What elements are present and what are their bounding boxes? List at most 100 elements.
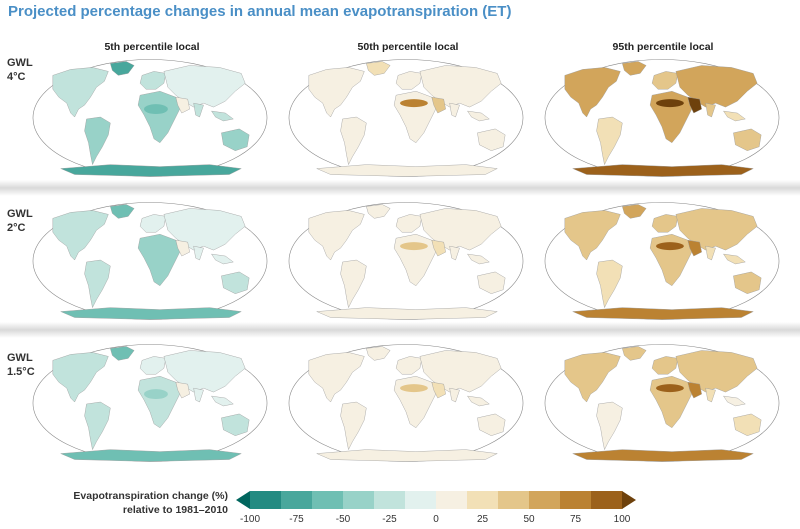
landmass-seasia: [467, 395, 490, 407]
landmass-asia: [419, 208, 502, 251]
landmass-seasia: [211, 253, 234, 265]
row-label-line2: 1.5°C: [7, 366, 35, 378]
sahel-hotspot: [400, 384, 428, 393]
landmass-arabia: [687, 381, 702, 399]
landmass-seasia: [723, 110, 746, 122]
legend-title: Evapotranspiration change (%) relative t…: [70, 489, 228, 517]
landmass-arabia: [431, 239, 446, 257]
landmass-australia: [221, 128, 250, 151]
landmass-samerica: [84, 401, 111, 451]
sahel-hotspot: [656, 242, 684, 251]
row-label-line2: 2°C: [7, 222, 26, 234]
colorbar-tick-label: 100: [613, 514, 631, 525]
landmass-india: [705, 102, 716, 118]
landmass-europe: [395, 71, 423, 90]
landmass-australia: [477, 271, 506, 294]
landmass-india: [449, 387, 460, 403]
landmass-greenland: [622, 61, 647, 76]
row-label-line1: GWL: [7, 352, 33, 364]
colorbar-swatch: [529, 491, 561, 509]
landmass-samerica: [596, 259, 623, 309]
map-p50-gwl2: [287, 200, 525, 322]
colorbar-swatch: [281, 491, 313, 509]
sahel-wet-spot: [144, 247, 168, 258]
colorbar-tick-label: 25: [476, 514, 489, 525]
sahel-wet-spot: [144, 389, 168, 400]
landmass-india: [449, 102, 460, 118]
landmass-europe: [651, 356, 679, 375]
colorbar-max-arrow: [622, 491, 636, 509]
landmass-asia: [163, 208, 246, 251]
row-separator: [0, 322, 800, 338]
landmass-seasia: [723, 395, 746, 407]
landmass-europe: [395, 214, 423, 233]
column-header-p50: 50th percentile local: [357, 41, 459, 53]
colorbar-tick-label: 75: [569, 514, 582, 525]
landmass-namerica: [564, 67, 621, 118]
landmass-australia: [733, 413, 762, 436]
landmass-seasia: [723, 253, 746, 265]
landmass-namerica: [308, 352, 365, 403]
landmass-arabia: [687, 96, 702, 114]
landmass-australia: [477, 413, 506, 436]
map-p95-gwl2: [543, 200, 781, 322]
landmass-australia: [221, 413, 250, 436]
landmass-greenland: [366, 204, 391, 219]
sahel-hotspot: [400, 99, 428, 108]
landmass-africa: [137, 234, 180, 287]
landmass-asia: [419, 350, 502, 393]
colorbar-swatch: [467, 491, 499, 509]
legend-title-line1: Evapotranspiration change (%): [73, 490, 228, 502]
map-p5-gwl15: [31, 342, 269, 464]
landmass-africa: [137, 376, 180, 429]
landmass-greenland: [110, 346, 135, 361]
landmass-arabia: [175, 239, 190, 257]
landmass-greenland: [110, 204, 135, 219]
landmass-namerica: [564, 210, 621, 261]
sahel-wet-spot: [144, 104, 168, 115]
colorbar-swatch: [374, 491, 406, 509]
landmass-samerica: [340, 259, 367, 309]
colorbar-tick-label: 0: [433, 514, 439, 525]
landmass-samerica: [340, 116, 367, 166]
landmass-namerica: [52, 67, 109, 118]
map-p5-gwl4: [31, 57, 269, 179]
row-label-line1: GWL: [7, 208, 33, 220]
colorbar: [236, 491, 636, 509]
landmass-europe: [139, 214, 167, 233]
map-p5-gwl2: [31, 200, 269, 322]
landmass-antarctica: [572, 164, 754, 177]
colorbar-swatch: [498, 491, 530, 509]
landmass-australia: [733, 271, 762, 294]
landmass-india: [193, 245, 204, 261]
column-header-p95: 95th percentile local: [612, 41, 714, 53]
map-p50-gwl4: [287, 57, 525, 179]
landmass-asia: [675, 350, 758, 393]
landmass-africa: [137, 91, 180, 144]
sahel-hotspot: [400, 242, 428, 251]
landmass-namerica: [308, 67, 365, 118]
landmass-arabia: [175, 96, 190, 114]
colorbar-tick-label: -100: [239, 514, 260, 525]
landmass-australia: [221, 271, 250, 294]
landmass-asia: [163, 350, 246, 393]
landmass-namerica: [308, 210, 365, 261]
landmass-india: [449, 245, 460, 261]
landmass-india: [705, 245, 716, 261]
landmass-europe: [651, 214, 679, 233]
row-label-gwl2: GWL 2°C: [7, 207, 33, 235]
landmass-arabia: [431, 96, 446, 114]
landmass-arabia: [687, 239, 702, 257]
landmass-namerica: [564, 352, 621, 403]
colorbar-swatch: [312, 491, 344, 509]
landmass-seasia: [467, 253, 490, 265]
landmass-greenland: [622, 346, 647, 361]
colorbar-tick-label: -50: [335, 514, 351, 525]
landmass-asia: [675, 65, 758, 108]
landmass-namerica: [52, 352, 109, 403]
colorbar-swatch: [250, 491, 282, 509]
landmass-samerica: [340, 401, 367, 451]
landmass-samerica: [84, 259, 111, 309]
landmass-antarctica: [316, 449, 498, 462]
row-label-gwl15: GWL 1.5°C: [7, 351, 35, 379]
